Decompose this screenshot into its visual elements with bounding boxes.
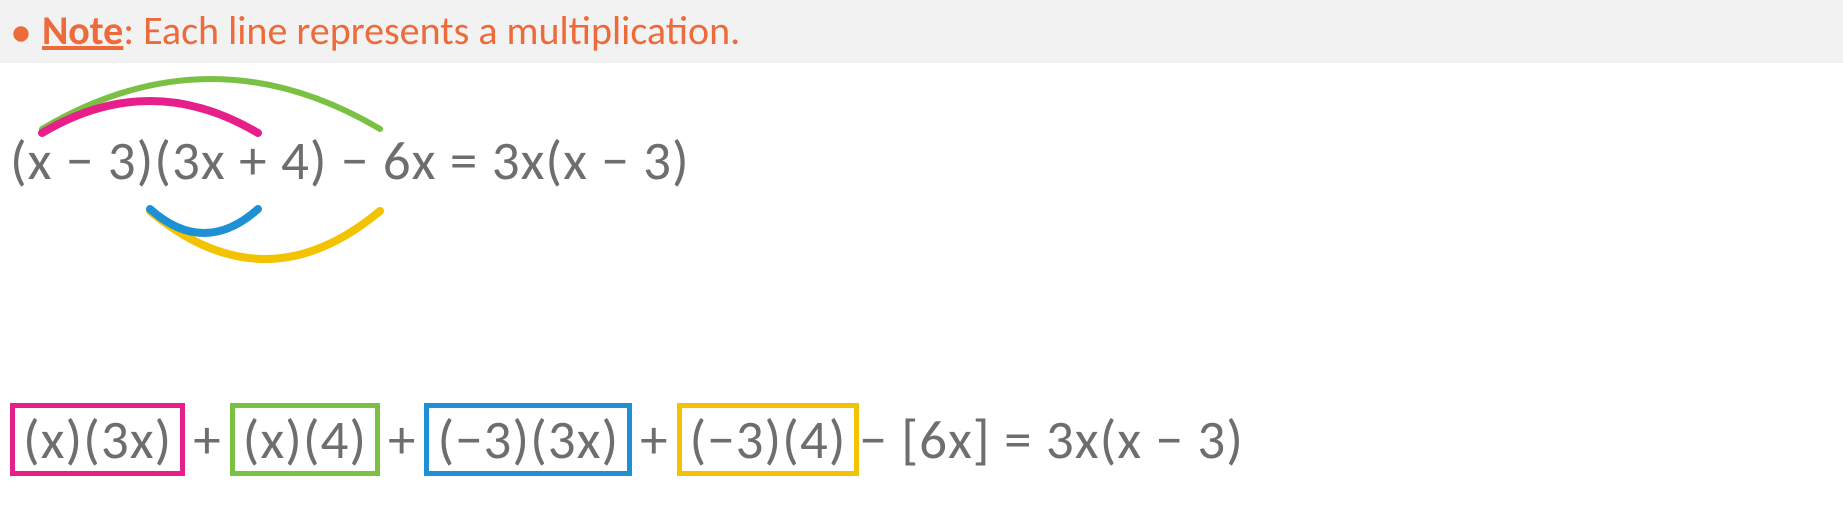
plus-1: + — [185, 406, 229, 473]
equation-2: (x)(3x) + (x)(4) + (−3)(3x) + (−3)(4) − … — [10, 403, 1244, 476]
term-2-box: (x)(4) — [230, 403, 380, 476]
note-colon: : — [123, 6, 143, 55]
plus-3: + — [632, 406, 676, 473]
term-1-box: (x)(3x) — [10, 403, 185, 476]
bullet: • — [12, 10, 30, 54]
arc-green — [42, 79, 380, 129]
arc-yellow — [150, 211, 380, 259]
equation-1-wrap: (x − 3)(3x + 4) − 6x = 3x(x − 3) — [0, 63, 1843, 303]
plus-2: + — [380, 406, 424, 473]
equation-1: (x − 3)(3x + 4) − 6x = 3x(x − 3) — [10, 127, 690, 194]
note-text: Each line represents a multiplication. — [143, 6, 740, 55]
note-label: Note — [42, 6, 123, 55]
term-3-box: (−3)(3x) — [424, 403, 632, 476]
note-bar: • Note: Each line represents a multiplic… — [0, 0, 1843, 63]
arc-blue — [150, 209, 258, 233]
term-4-box: (−3)(4) — [677, 403, 860, 476]
tail: − [6x] = 3x(x − 3) — [859, 406, 1244, 473]
